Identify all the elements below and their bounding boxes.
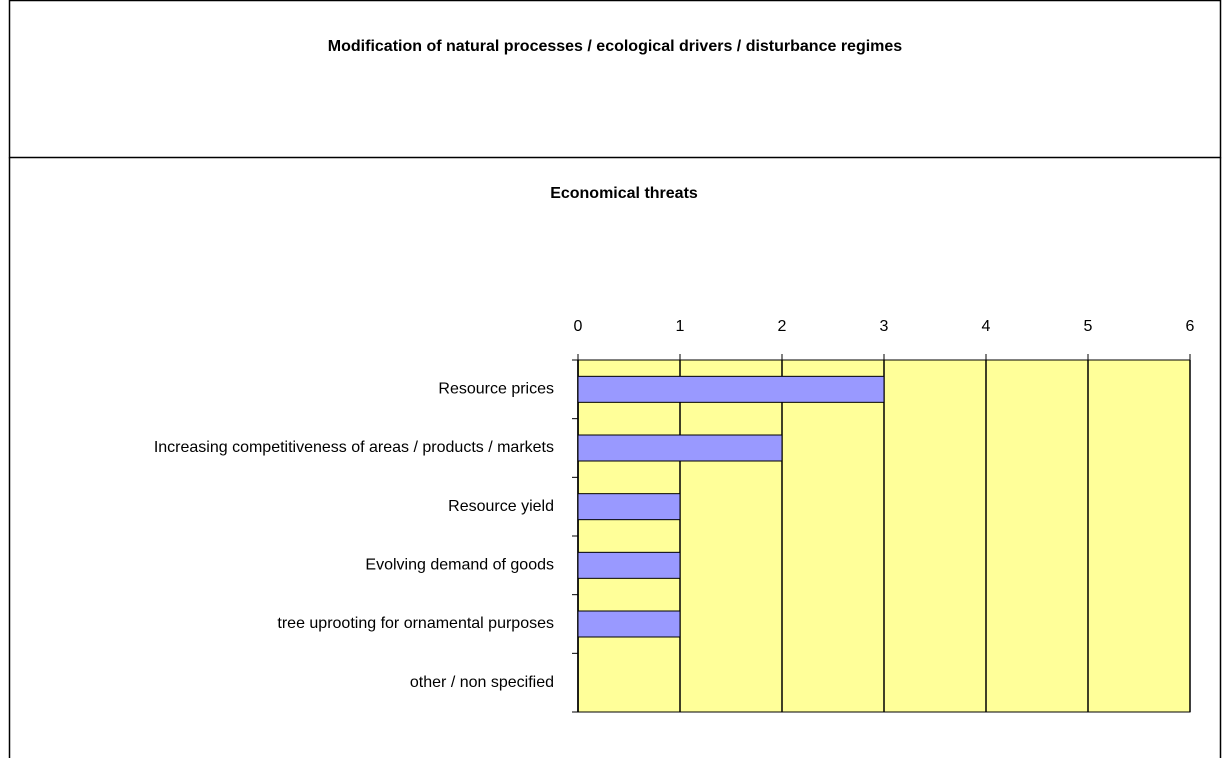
y-tick-label: other / non specified xyxy=(410,674,554,691)
x-tick-label: 6 xyxy=(1186,318,1195,335)
panel-frame xyxy=(8,0,1222,159)
x-tick-label: 3 xyxy=(880,318,889,335)
bar xyxy=(577,434,783,462)
panel-frame xyxy=(8,157,1222,758)
bar xyxy=(577,551,681,579)
x-tick-label: 0 xyxy=(574,318,583,335)
y-tick-label: Evolving demand of goods xyxy=(365,557,554,574)
x-tick-label: 2 xyxy=(778,318,787,335)
bar xyxy=(577,610,681,638)
y-tick-label: Resource prices xyxy=(438,381,554,398)
y-tick-label: Increasing competitiveness of areas / pr… xyxy=(154,439,554,456)
x-tick-label: 5 xyxy=(1084,318,1093,335)
x-tick-label: 4 xyxy=(982,318,991,335)
bar xyxy=(577,375,885,403)
x-tick-label: 1 xyxy=(676,318,685,335)
chart-title: Economical threats xyxy=(550,185,698,202)
chart-title: Modification of natural processes / ecol… xyxy=(328,38,902,55)
y-tick-label: tree uprooting for ornamental purposes xyxy=(277,615,554,632)
bar xyxy=(577,493,681,521)
y-tick-label: Resource yield xyxy=(448,498,554,515)
